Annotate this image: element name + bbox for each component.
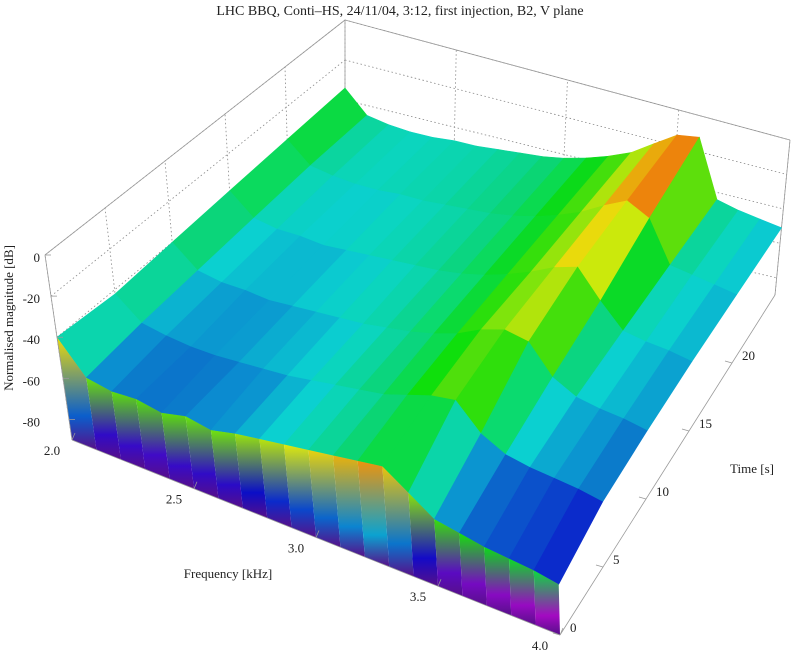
front-wall [136, 399, 170, 479]
tick-mark [724, 360, 733, 364]
grid-line [344, 59, 787, 175]
y-axis-label: Time [s] [730, 461, 774, 476]
tick-mark [437, 579, 442, 587]
front-wall [459, 533, 487, 606]
x-tick-label: 3.0 [288, 540, 304, 555]
tick-mark [595, 564, 604, 568]
front-wall [259, 439, 292, 528]
z-tick-label: -20 [23, 291, 40, 306]
front-wall [533, 570, 560, 635]
y-tick-label: 5 [613, 552, 620, 567]
x-tick-label: 2.5 [166, 492, 182, 507]
y-tick-label: 10 [656, 484, 669, 499]
tick-mark [638, 496, 647, 500]
front-wall [484, 546, 512, 616]
box-edge [559, 294, 776, 636]
front-wall [111, 391, 146, 470]
tick-mark [681, 428, 690, 432]
front-wall [86, 377, 121, 460]
front-wall [382, 466, 414, 577]
front-wall [357, 460, 390, 567]
front-wall [333, 455, 365, 557]
y-tick-label: 20 [742, 348, 755, 363]
front-wall [161, 412, 194, 489]
box-edge [774, 139, 791, 296]
front-wall [210, 430, 243, 509]
front-wall [408, 492, 438, 587]
front-wall [235, 433, 268, 518]
chart-title: LHC BBQ, Conti–HS, 24/11/04, 3:12, first… [216, 4, 583, 19]
x-tick-label: 3.5 [410, 589, 426, 604]
z-tick-label: 0 [34, 250, 41, 265]
front-wall [185, 416, 219, 499]
tick-mark [559, 627, 564, 636]
x-tick-label: 4.0 [532, 638, 548, 652]
box-edge [44, 254, 73, 441]
tick-mark [193, 481, 198, 489]
front-wall [57, 337, 97, 450]
z-tick-label: -60 [23, 373, 40, 388]
z-tick-label: -80 [23, 414, 40, 429]
grid-line [50, 59, 346, 297]
front-wall [308, 450, 341, 548]
box-edge [44, 19, 346, 256]
grid-line [164, 160, 182, 345]
tick-mark [315, 530, 320, 538]
x-axis-label: Frequency [kHz] [184, 566, 272, 581]
z-axis-label: Normalised magnitude [dB] [1, 245, 16, 391]
front-wall [509, 558, 536, 626]
front-wall [284, 444, 316, 538]
tick-mark [71, 432, 76, 441]
tick-mark [552, 632, 561, 636]
front-wall [434, 519, 463, 596]
y-tick-label: 0 [570, 620, 577, 635]
y-tick-label: 15 [699, 416, 712, 431]
z-tick-label: -40 [23, 332, 40, 347]
box-edge [344, 19, 791, 141]
x-tick-label: 2.0 [44, 443, 60, 458]
